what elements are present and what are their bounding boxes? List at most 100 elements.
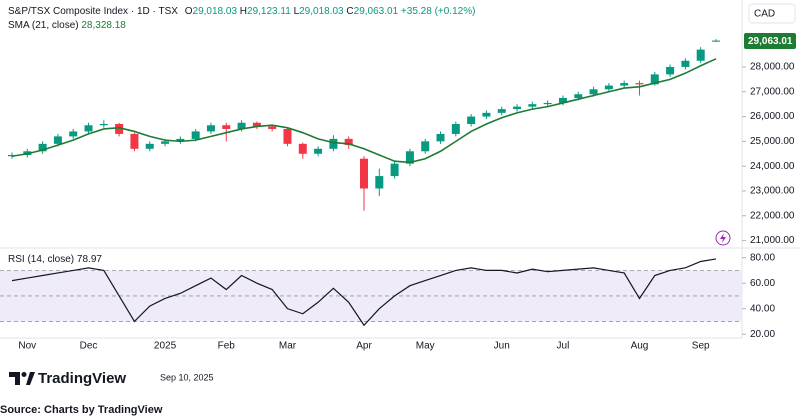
- candle-body: [161, 141, 170, 144]
- ohlc-label: L: [294, 6, 300, 17]
- y-tick-label: 60.00: [750, 278, 775, 289]
- candle-body: [635, 83, 644, 85]
- candle-body: [650, 74, 659, 85]
- candle-body: [574, 94, 583, 98]
- x-tick-label: Jul: [557, 341, 570, 352]
- candle-body: [206, 125, 215, 132]
- y-tick-label: 25,000.00: [750, 136, 795, 147]
- candle-body: [696, 49, 705, 61]
- legend-name: SMA (21, close): [8, 20, 79, 31]
- sma-legend: SMA (21, close) 28,328.18: [8, 20, 126, 31]
- currency-box[interactable]: [748, 3, 796, 24]
- ohlc-value: 29,123.11: [247, 6, 291, 17]
- ohlc-value: 29,063.01: [354, 6, 399, 17]
- symbol: S&P/TSX Composite Index: [8, 6, 128, 17]
- chart-date: Sep 10, 2025: [160, 372, 214, 382]
- y-tick-label: 24,000.00: [750, 161, 795, 172]
- y-tick-label: 23,000.00: [750, 186, 795, 197]
- legend-value: 78.97: [77, 254, 102, 265]
- candle-body: [528, 104, 537, 107]
- y-tick-label: 40.00: [750, 303, 775, 314]
- x-tick-label: Mar: [279, 341, 297, 352]
- candle-body: [620, 83, 629, 86]
- candle-body: [115, 124, 124, 134]
- candle-body: [130, 133, 139, 149]
- x-tick-label: Dec: [80, 341, 98, 352]
- candle-body: [360, 158, 368, 189]
- x-tick-label: Nov: [18, 341, 36, 352]
- candle-body: [375, 176, 384, 189]
- price-label-box: [744, 33, 796, 49]
- ohlc-value: 29,018.03: [299, 6, 344, 17]
- candle-body: [681, 60, 690, 67]
- candle-body: [237, 122, 246, 129]
- candle-body: [99, 124, 108, 126]
- brand: TradingView: [38, 370, 126, 387]
- rsi-legend: RSI (14, close) 78.97: [8, 254, 102, 265]
- exchange: TSX: [159, 6, 179, 17]
- chart-header: S&P/TSX Composite Index · 1D · TSX O29,0…: [8, 6, 475, 17]
- candle-body: [84, 125, 93, 132]
- source-note: Source: Charts by TradingView: [0, 404, 163, 416]
- ohlc-label: H: [240, 6, 247, 17]
- brand-logo: [9, 372, 35, 385]
- x-tick-label: May: [416, 341, 435, 352]
- ohlc-label: O: [185, 6, 193, 17]
- y-tick-label: 26,000.00: [750, 111, 795, 122]
- legend-value: 28,328.18: [81, 20, 126, 31]
- ohlc-value: 29,018.03: [193, 6, 238, 17]
- interval: 1D: [137, 6, 150, 17]
- x-tick-label: Jun: [494, 341, 510, 352]
- candle-body: [298, 143, 307, 154]
- candle-body: [497, 109, 506, 113]
- candle-body: [558, 97, 567, 103]
- candle-body: [451, 124, 460, 134]
- candle-body: [666, 66, 675, 75]
- x-tick-label: Apr: [356, 341, 372, 352]
- x-tick-label: Feb: [218, 341, 236, 352]
- candle-body: [252, 122, 261, 127]
- candle-body: [283, 128, 292, 144]
- last-price: 29,063.01: [748, 36, 793, 47]
- y-tick-label: 80.00: [750, 252, 775, 263]
- legend-name: RSI (14, close): [8, 254, 74, 265]
- candle-body: [53, 136, 62, 144]
- x-tick-label: Aug: [631, 341, 649, 352]
- candle-body: [38, 143, 47, 152]
- y-tick-label: 21,000.00: [750, 235, 795, 246]
- candle-body: [436, 133, 445, 142]
- candle-body: [176, 138, 185, 142]
- series-line: [11, 58, 717, 164]
- x-tick-label: Sep: [692, 341, 710, 352]
- candle-body: [314, 148, 323, 154]
- plot-area: [0, 39, 742, 327]
- y-tick-label: 28,000.00: [750, 62, 795, 73]
- candle-body: [405, 151, 414, 164]
- separator: ·: [131, 6, 134, 17]
- candle-body: [222, 125, 231, 129]
- x-tick-label: 2025: [154, 341, 177, 352]
- candle-body: [589, 89, 598, 95]
- candle-body: [467, 116, 476, 124]
- candle-body: [268, 126, 277, 129]
- y-tick-label: 22,000.00: [750, 210, 795, 221]
- currency[interactable]: CAD: [754, 9, 775, 20]
- candle-body: [712, 40, 720, 42]
- candle-body: [421, 141, 430, 152]
- change: +35.28 (+0.12%): [401, 6, 476, 17]
- alert-icon-bolt: [720, 233, 726, 243]
- candle-body: [604, 85, 613, 90]
- y-tick-label: 20.00: [750, 329, 775, 340]
- candle-body: [191, 131, 200, 139]
- separator: ·: [153, 6, 156, 17]
- candle-body: [390, 163, 399, 177]
- candle-body: [69, 131, 78, 137]
- candle-body: [543, 102, 552, 105]
- y-tick-label: 27,000.00: [750, 86, 795, 97]
- ohlc-label: C: [346, 6, 353, 17]
- candle-body: [145, 143, 154, 149]
- candle-body: [482, 112, 491, 117]
- candle-body: [513, 106, 522, 110]
- candle-body: [344, 138, 353, 146]
